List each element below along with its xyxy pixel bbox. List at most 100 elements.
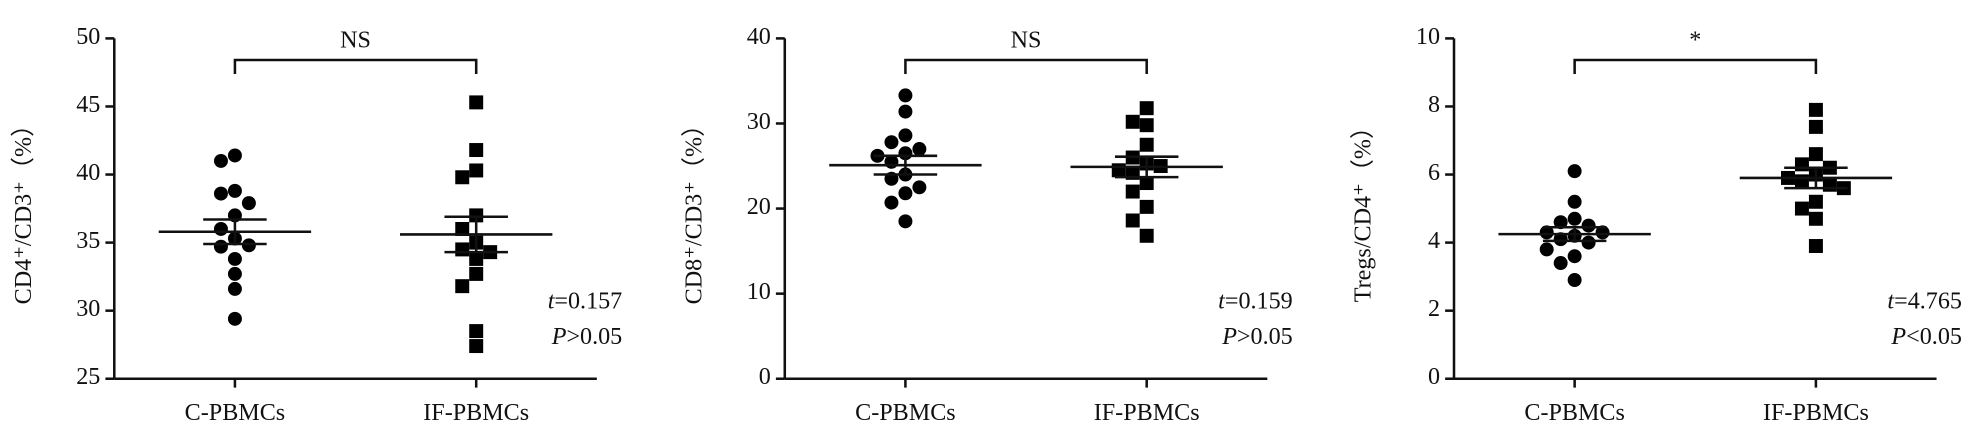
comparison-label: * [1689, 28, 1701, 54]
point [1139, 137, 1154, 152]
point [898, 88, 913, 103]
point [455, 170, 470, 185]
point [1808, 147, 1823, 162]
point [1125, 184, 1140, 199]
comparison-bracket [1573, 58, 1818, 74]
stat-text: <0.05 [1906, 324, 1962, 350]
point [912, 142, 927, 156]
point [227, 183, 242, 198]
point [1808, 194, 1823, 209]
point [1139, 101, 1154, 116]
point [227, 281, 242, 296]
point [227, 266, 242, 281]
point [1139, 118, 1154, 133]
x-tick-label: IF-PBMCs [1094, 400, 1200, 426]
point [1822, 177, 1837, 192]
y-tick-label: 30 [747, 109, 771, 135]
y-tick-label: 45 [76, 92, 100, 118]
point [1581, 218, 1596, 233]
point [1553, 215, 1568, 230]
point [469, 339, 484, 354]
stat-text: =4.765 [1894, 288, 1962, 314]
stat-text: >0.05 [566, 324, 622, 350]
panel: 25 30 35 40 45 50 CD4⁺/CD3⁺（%） C-PBMCs IF-PBMCs N… [11, 24, 622, 426]
point [898, 186, 913, 201]
y-tick-label: 50 [76, 24, 100, 50]
stat-text: =0.157 [554, 288, 622, 314]
stat-symbol: P [1890, 324, 1906, 350]
point [1567, 211, 1582, 226]
point [1567, 194, 1582, 209]
point [1595, 225, 1610, 240]
point [469, 266, 484, 281]
point [1567, 249, 1582, 264]
y-axis-label: CD4⁺/CD3⁺（%） [11, 113, 37, 305]
point [469, 95, 484, 110]
stat-symbol: t [1887, 288, 1895, 314]
point [241, 196, 256, 211]
comparison-label: NS [340, 28, 371, 54]
point [898, 104, 913, 119]
y-tick-label: 35 [76, 228, 100, 254]
y-tick-label: 8 [1428, 92, 1440, 118]
x-tick-label: C-PBMCs [185, 400, 286, 426]
y-tick-label: 0 [759, 364, 771, 390]
stat-label: P>0.05 [1221, 324, 1293, 350]
error-bar [444, 215, 508, 254]
y-tick-label: 40 [76, 160, 100, 186]
y-tick-label: 4 [1428, 228, 1440, 254]
stat-label: P>0.05 [551, 324, 623, 350]
point [1808, 119, 1823, 134]
point [912, 180, 927, 195]
point [1808, 239, 1823, 253]
point [455, 242, 470, 257]
point [1794, 174, 1809, 189]
stat-symbol: P [1221, 324, 1237, 350]
point [213, 239, 228, 254]
x-tick-label: IF-PBMCs [1763, 400, 1869, 426]
point [1808, 211, 1823, 226]
stat-label: t=0.159 [1218, 288, 1293, 314]
panel: 0 10 20 30 40 CD8⁺/CD3⁺（%） C-PBMCs IF-PBMCs NS t=… [681, 24, 1292, 426]
y-tick-label: 20 [747, 194, 771, 220]
point [1111, 163, 1126, 178]
comparison-label: NS [1011, 28, 1042, 54]
y-axis-label: Tregs/CD4⁺（%） [1351, 115, 1377, 302]
stat-symbol: t [1218, 288, 1226, 314]
x-tick-label: C-PBMCs [855, 400, 956, 426]
point [1553, 256, 1568, 271]
error-bar [203, 218, 267, 246]
point [469, 324, 484, 339]
point [213, 153, 228, 168]
point [898, 128, 913, 143]
y-tick-label: 10 [1416, 24, 1440, 50]
point [1125, 213, 1140, 228]
x-tick-label: C-PBMCs [1524, 400, 1625, 426]
error-bar [1114, 155, 1179, 179]
point [469, 163, 484, 178]
panel: 0 2 4 6 8 10 Tregs/CD4⁺（%） C-PBMCs IF-PBMCs * t=4.… [1351, 24, 1962, 426]
y-axis-label: CD8⁺/CD3⁺（%） [681, 113, 707, 305]
stat-label: t=4.765 [1887, 288, 1962, 314]
x-tick-label: IF-PBMCs [423, 400, 529, 426]
point [1139, 228, 1154, 243]
point [213, 222, 228, 236]
point [884, 195, 899, 210]
point [455, 222, 470, 236]
point [455, 279, 470, 294]
point [1139, 176, 1154, 191]
point [227, 148, 242, 163]
stat-text: =0.159 [1225, 288, 1293, 314]
y-tick-label: 0 [1428, 364, 1440, 390]
stat-label: t=0.157 [548, 288, 623, 314]
point [213, 186, 228, 201]
point [227, 251, 242, 266]
y-tick-label: 2 [1428, 296, 1440, 322]
point [884, 135, 899, 150]
stat-symbol: P [551, 324, 567, 350]
error-bar [1542, 226, 1607, 243]
point [898, 214, 913, 229]
point [1139, 199, 1154, 214]
y-tick-label: 30 [76, 296, 100, 322]
